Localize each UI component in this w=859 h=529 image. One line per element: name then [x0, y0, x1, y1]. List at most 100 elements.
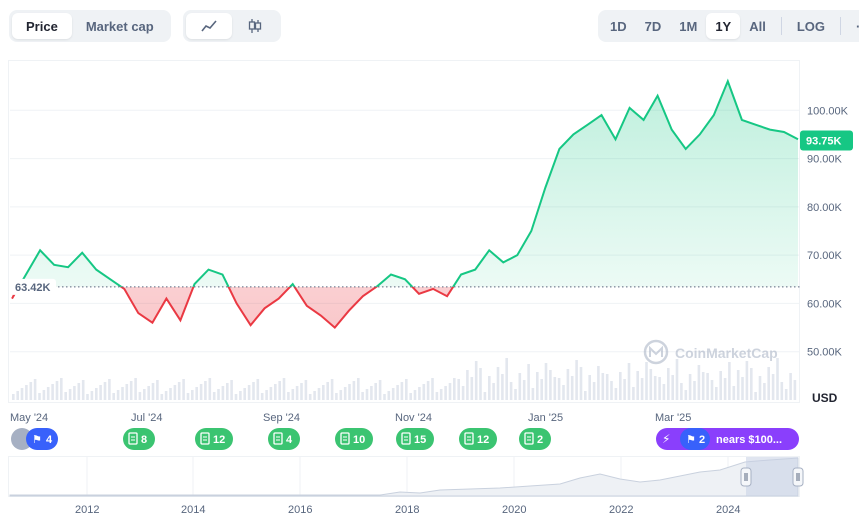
volume-bar: [221, 386, 225, 400]
range-1d[interactable]: 1D: [610, 18, 627, 34]
navigator-handle-left[interactable]: [740, 467, 752, 487]
volume-bar: [208, 378, 212, 400]
volume-bar: [479, 368, 482, 400]
navigator-years: 2012 2014 2016 2018 2020 2022 2024: [75, 504, 740, 516]
log-scale-button[interactable]: LOG: [796, 18, 826, 34]
event-marker[interactable]: 10: [335, 428, 373, 450]
volume-bar: [365, 389, 369, 400]
document-icon: [200, 432, 210, 445]
volume-bar: [575, 360, 578, 400]
price-line-up: [17, 78, 799, 287]
volume-bar: [789, 373, 792, 400]
navigator-year-label: 2012: [75, 504, 99, 516]
volume-bar: [90, 391, 94, 400]
x-tick-label: Sep '24: [263, 412, 300, 424]
volume-bar: [400, 382, 404, 400]
volume-bar: [330, 379, 334, 400]
navigator[interactable]: 2012 2014 2016 2018 2020 2022 2024: [8, 456, 804, 517]
range-all[interactable]: All: [749, 18, 766, 34]
navigator-handle-right[interactable]: [792, 467, 804, 487]
volume-bar: [549, 370, 552, 400]
volume-bar: [597, 366, 600, 400]
volume-bar: [182, 379, 185, 400]
currency-label: USD: [812, 391, 838, 405]
volume-bar: [688, 374, 692, 400]
event-count: 4: [286, 434, 293, 446]
event-note: nears $100...: [716, 434, 782, 446]
event-badge: [680, 428, 710, 450]
volume-bar: [73, 386, 76, 400]
range-toggle: 1D 7D 1M 1Y All LOG ···: [598, 10, 859, 42]
volume-bar: [191, 390, 194, 400]
event-marker[interactable]: ⚑ 4: [11, 428, 58, 450]
event-count: 4: [46, 434, 53, 446]
volume-bar: [719, 371, 722, 400]
event-marker[interactable]: 12: [195, 428, 233, 450]
price-line-down: [11, 286, 455, 330]
x-tick-label: Jan '25: [528, 412, 563, 424]
volume-bar: [12, 394, 15, 400]
volume-bar: [579, 367, 583, 400]
volume-bar: [636, 371, 639, 400]
volume-bar: [680, 383, 683, 400]
document-icon: [128, 432, 138, 445]
volume-bar: [46, 387, 50, 400]
x-tick-label: May '24: [10, 412, 48, 424]
tab-market-cap[interactable]: Market cap: [85, 18, 154, 34]
x-axis: May '24 Jul '24 Sep '24 Nov '24 Jan '25 Mar '…: [10, 412, 691, 424]
volume-bar: [723, 378, 727, 400]
volume-bar: [453, 378, 456, 400]
volume-bar: [38, 393, 41, 400]
volume-bar: [662, 384, 666, 400]
volume-bar: [269, 387, 273, 400]
volume-bar: [584, 391, 587, 400]
event-badge: [519, 428, 551, 450]
navigator-selection[interactable]: [746, 457, 798, 496]
volume-bar: [396, 385, 399, 400]
range-7d[interactable]: 7D: [644, 18, 662, 34]
volume-bar: [169, 388, 172, 400]
event-marker[interactable]: 4: [268, 428, 300, 450]
range-1m[interactable]: 1M: [679, 18, 698, 34]
event-marker[interactable]: 15: [396, 428, 434, 450]
volume-bar: [361, 392, 364, 400]
volume-bar: [710, 380, 714, 400]
flag-icon: ⚑: [686, 434, 696, 446]
document-icon: [273, 432, 283, 445]
event-marker[interactable]: 12: [459, 428, 497, 450]
volume-bar: [514, 389, 517, 400]
event-marker[interactable]: 8: [123, 428, 155, 450]
event-marker[interactable]: ⚡ ⚑ 2 nears $100...: [656, 428, 799, 450]
volume-bar: [252, 382, 255, 400]
volume-bar: [409, 393, 412, 400]
range-1y[interactable]: 1Y: [706, 13, 741, 39]
volume-bar: [671, 375, 674, 400]
navigator-year-label: 2016: [288, 504, 312, 516]
volume-bar: [653, 376, 657, 400]
volume-bar: [505, 358, 508, 400]
volume-bar: [527, 364, 530, 400]
navigator-year-label: 2022: [609, 504, 633, 516]
volume-bar: [439, 389, 443, 400]
volume-bar: [501, 374, 504, 400]
volume-bar: [68, 389, 72, 400]
x-tick-label: Mar '25: [655, 412, 691, 424]
candlestick-button[interactable]: [232, 13, 278, 39]
more-options-button[interactable]: ···: [847, 13, 859, 39]
event-markers: ⚑ 4 8 12 4 10 15 12 2 ⚡ ⚑ 2 nears $100...: [11, 428, 799, 450]
volume-bar: [544, 363, 548, 400]
volume-bar: [763, 383, 766, 400]
volume-bar: [322, 385, 325, 400]
navigator-year-label: 2018: [395, 504, 419, 516]
divider: [840, 17, 842, 35]
volume-bar: [173, 385, 177, 400]
volume-bar: [291, 389, 295, 400]
tab-price[interactable]: Price: [12, 13, 72, 39]
volume-bar: [632, 387, 635, 400]
watermark: CoinMarketCap: [643, 339, 778, 365]
line-chart-button[interactable]: [186, 13, 232, 39]
volume-bar: [444, 386, 447, 400]
volume-bar: [357, 378, 360, 400]
event-marker[interactable]: 2: [519, 428, 551, 450]
